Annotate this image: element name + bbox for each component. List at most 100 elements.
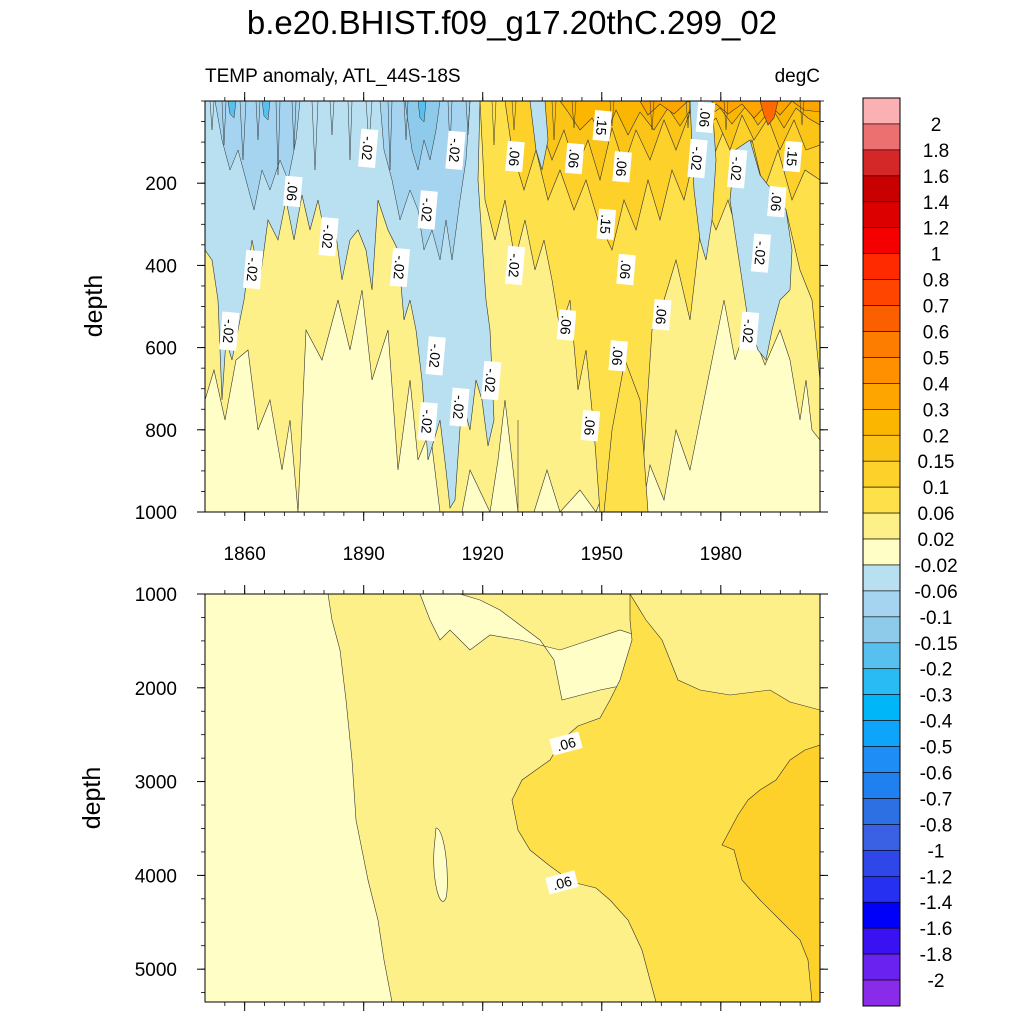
colorbar-box [862, 850, 901, 877]
contour-label-text: -.02 [220, 318, 238, 344]
upper-region-neg-0.15 [227, 101, 427, 123]
contour-label-text: .06 [609, 345, 627, 366]
colorbar-box [862, 149, 901, 177]
colorbar-label: -0.02 [914, 556, 957, 577]
colorbar-box [862, 979, 901, 1007]
contour-label-bg [505, 140, 525, 173]
contour-label: .15 [592, 110, 613, 142]
colorbar-label: -0.06 [914, 582, 957, 603]
colorbar-label: 1.6 [923, 167, 949, 188]
colorbar-box [862, 486, 901, 514]
contour-label-bg [750, 233, 772, 273]
colorbar-label: -0.8 [920, 815, 953, 836]
contour-label-text: -.02 [482, 368, 500, 394]
colorbar-box [862, 512, 901, 540]
contour-label: -.02 [738, 311, 760, 351]
colorbar-label: 0.1 [923, 478, 949, 499]
contour-label: -.02 [242, 249, 264, 290]
contour-label: .06 [545, 870, 579, 895]
lower-panel: 1000 2000 3000 4000 5000 .06 .06 depth [78, 585, 828, 1011]
contour-label-text: .15 [783, 146, 801, 167]
colorbar-label: -0.3 [920, 686, 953, 707]
contour-label: .06 [556, 309, 577, 341]
colorbar-label: -0.15 [914, 634, 957, 655]
y-tick-label: 1000 [135, 503, 177, 524]
contour-label: -.02 [449, 387, 470, 427]
colorbar-label: 1.2 [923, 219, 949, 240]
contour-label-text: -.02 [390, 255, 408, 281]
contour-label-text: -.02 [359, 136, 377, 162]
chart-title: b.e20.BHIST.f09_g17.20thC.299_02 [246, 4, 778, 41]
colorbar-label: 0.15 [918, 452, 955, 473]
contour-label-text: .15 [597, 214, 615, 235]
colorbar-box [862, 383, 901, 410]
contour-label-text: -.02 [688, 146, 706, 172]
contour-label-bg [425, 336, 446, 376]
colorbar-box [862, 434, 901, 462]
contour-label-text: -.02 [426, 343, 444, 369]
colorbar-box [862, 798, 901, 825]
contour-label-bg [318, 217, 339, 257]
contour-label-bg [580, 410, 601, 442]
contour-label: -.02 [219, 311, 240, 351]
contour-label-text: .06 [565, 148, 583, 169]
contour-label-bg [556, 309, 577, 341]
y-tick-label: 1000 [135, 585, 177, 606]
contour-label-bg [389, 247, 411, 288]
contour-label-bg [727, 149, 748, 189]
colorbar-box [862, 538, 901, 566]
contour-label-bg [738, 311, 760, 351]
upper-panel: 200 400 600 800 1000 1860 1890 1920 1950 1980 -.0… [80, 66, 828, 565]
contour-label-bg [481, 360, 502, 401]
colorbar-box [862, 590, 901, 618]
lower-axes: 1000 2000 3000 4000 5000 [135, 585, 828, 1011]
colorbar-box [862, 253, 901, 280]
contour-label-bg [782, 140, 803, 173]
colorbar-label: -0.1 [920, 608, 953, 629]
lower-panel-frame [204, 593, 821, 1003]
contour-label-bg [616, 253, 636, 286]
colorbar-label: -1.4 [920, 893, 953, 914]
colorbar-label: 0.4 [923, 374, 950, 395]
colorbar-frame [862, 97, 901, 1007]
contour-label-text: .06 [581, 415, 599, 436]
contour-label-bg [564, 142, 585, 175]
colorbar-label: -0.7 [920, 789, 953, 810]
colorbar-box [862, 279, 901, 306]
contour-label-text: .06 [696, 107, 714, 128]
x-tick-label: 1860 [224, 544, 266, 565]
upper-region-0.5 [759, 101, 779, 126]
colorbar-box [862, 175, 901, 203]
lower-contour-labels: .06 .06 [545, 731, 583, 895]
colorbar-label: 0.2 [923, 426, 949, 447]
contour-label-text: -.02 [505, 253, 523, 279]
colorbar-box [862, 927, 901, 955]
colorbar-label: -1.8 [920, 945, 953, 966]
colorbar-box [862, 720, 901, 747]
contour-label: .06 [767, 186, 787, 218]
colorbar-label: -1.2 [920, 867, 953, 888]
contour-label-bg [417, 401, 438, 442]
colorbar-box [862, 694, 901, 721]
contour-label-text: -.02 [740, 318, 758, 344]
contour-label: .06 [564, 142, 585, 175]
contour-label-bg [767, 186, 787, 218]
y-tick-label: 5000 [135, 960, 177, 981]
contour-label: -.02 [358, 128, 379, 168]
colorbar-label: 0.8 [923, 271, 949, 292]
contour-label: .06 [580, 410, 601, 442]
upper-region-0.06-deep [603, 358, 649, 512]
contour-label: .06 [283, 175, 303, 208]
colorbar-label: 0.7 [923, 297, 949, 318]
contour-label-text: -.02 [418, 409, 436, 435]
contour-label-text: -.02 [446, 138, 464, 164]
contour-label-bg [549, 731, 583, 756]
contour-label: -.02 [417, 190, 438, 230]
colorbar-label: -2 [928, 971, 945, 992]
contour-label-text: .06 [283, 181, 301, 202]
y-tick-label: 4000 [135, 866, 177, 887]
contour-label: .06 [612, 151, 632, 183]
colorbar-box [862, 357, 901, 384]
contour-label: -.02 [727, 149, 748, 189]
